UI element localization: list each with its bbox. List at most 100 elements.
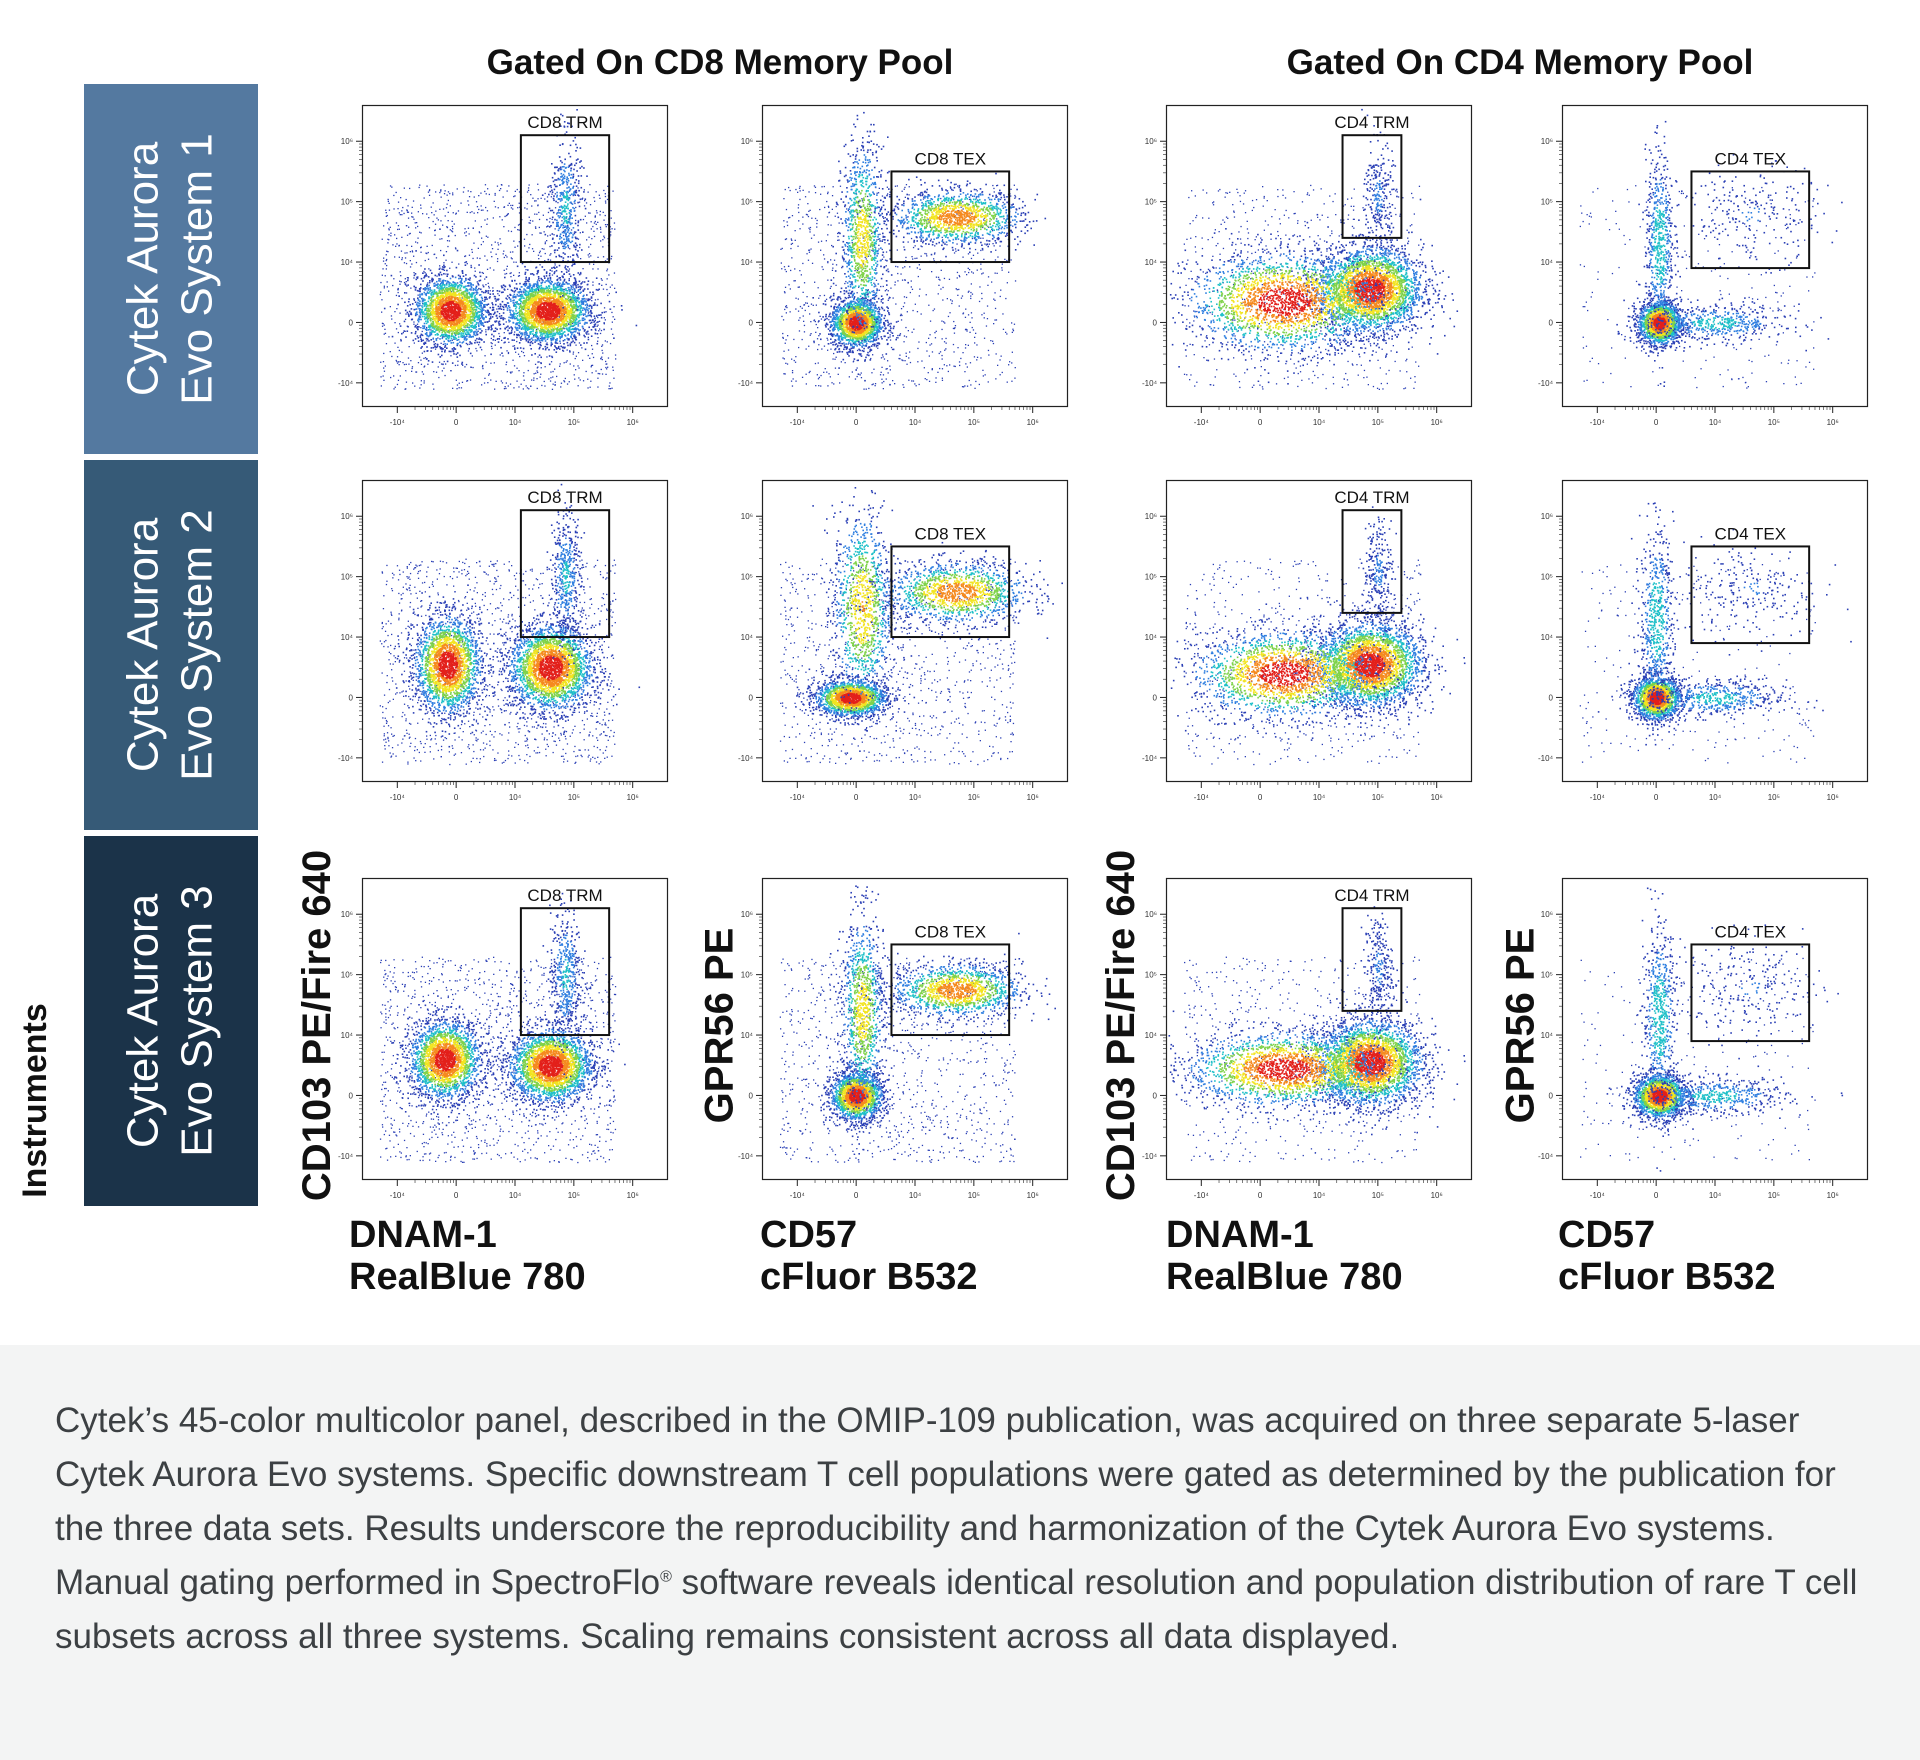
y-tick-label: 10⁶ (741, 137, 753, 146)
x-tick-label: -10⁴ (390, 793, 406, 802)
y-tick-label: 10⁵ (741, 573, 753, 582)
y-tick-label: 0 (1549, 1091, 1554, 1100)
gate-label: CD4 TEX (1715, 149, 1787, 168)
y-tick-label: -10⁴ (738, 1152, 754, 1161)
x-tick-label: 10⁴ (1313, 1191, 1326, 1200)
row-band-system-1: Cytek Aurora Evo System 1 (84, 84, 258, 454)
y-tick-label: 0 (749, 1091, 754, 1100)
y-tick-label: -10⁴ (738, 754, 754, 763)
event-points (380, 484, 640, 765)
x-tick-label: 10⁶ (1431, 418, 1443, 427)
x-tick-label: 10⁵ (1372, 1191, 1384, 1200)
x-tick-label: -10⁴ (790, 793, 806, 802)
y-tick-label: -10⁴ (338, 379, 354, 388)
x-tick-label: 10⁵ (1372, 793, 1384, 802)
y-tick-label: 0 (1153, 1091, 1158, 1100)
event-points (1171, 506, 1466, 765)
x-tick-label: 10⁴ (509, 1191, 522, 1200)
instruments-label: Instruments (0, 960, 70, 1240)
x-tick-label: 0 (454, 1191, 459, 1200)
event-points (1580, 888, 1843, 1172)
x-tick-label: 10⁴ (909, 418, 922, 427)
x-tick-label: 0 (1258, 1191, 1263, 1200)
x-tick-label: -10⁴ (1590, 1191, 1606, 1200)
x-tick-label: 0 (854, 793, 859, 802)
x-tick-label: 10⁶ (627, 418, 639, 427)
x-tick-label: -10⁴ (1194, 418, 1210, 427)
x-tick-label: 10⁵ (568, 793, 580, 802)
x-tick-label: 10⁵ (1768, 418, 1780, 427)
x-tick-label: 10⁵ (968, 418, 980, 427)
plot-frame (363, 481, 668, 782)
gate-label: CD4 TRM (1334, 886, 1409, 905)
row-band-label: Cytek Aurora Evo System 3 (117, 885, 225, 1156)
row-band-label: Cytek Aurora Evo System 1 (117, 133, 225, 404)
y-tick-label: 0 (1549, 693, 1554, 702)
y-tick-label: 10⁵ (1541, 971, 1553, 980)
row-band-system-3: Cytek Aurora Evo System 3 (84, 836, 258, 1206)
gate-label: CD8 TRM (527, 886, 602, 905)
y-tick-label: 10⁵ (1145, 573, 1157, 582)
x-tick-label: 10⁶ (1431, 1191, 1443, 1200)
registered-mark: ® (660, 1568, 672, 1585)
y-tick-label: -10⁴ (338, 1152, 354, 1161)
x-tick-label: 10⁴ (1313, 418, 1326, 427)
x-tick-label: 0 (1258, 418, 1263, 427)
y-tick-label: 10⁴ (1145, 633, 1158, 642)
x-tick-label: -10⁴ (790, 1191, 806, 1200)
y-tick-label: 10⁴ (341, 1031, 354, 1040)
x-tick-label: 10⁶ (1827, 1191, 1839, 1200)
x-tick-label: 10⁶ (1027, 1191, 1039, 1200)
y-tick-label: 0 (349, 318, 354, 327)
x-tick-label: 10⁵ (568, 1191, 580, 1200)
y-tick-label: 10⁶ (741, 910, 753, 919)
y-tick-label: 10⁶ (341, 137, 353, 146)
y-tick-label: 10⁵ (741, 198, 753, 207)
x-tick-label: 10⁴ (1709, 1191, 1722, 1200)
event-points (1580, 121, 1843, 389)
x-tick-label: -10⁴ (1590, 418, 1606, 427)
y-tick-label: 10⁶ (1541, 512, 1553, 521)
x-axis-label-cd57: CD57 cFluor B532 (1558, 1214, 1776, 1298)
x-tick-label: -10⁴ (1590, 793, 1606, 802)
y-tick-label: 10⁴ (341, 633, 354, 642)
x-tick-label: -10⁴ (390, 1191, 406, 1200)
x-tick-label: 0 (854, 1191, 859, 1200)
y-tick-label: 10⁵ (341, 198, 353, 207)
y-tick-label: 0 (349, 1091, 354, 1100)
y-tick-label: 10⁵ (741, 971, 753, 980)
x-tick-label: 10⁴ (1313, 793, 1326, 802)
x-tick-label: 0 (1654, 418, 1659, 427)
gate-label: CD4 TEX (1715, 524, 1787, 543)
y-tick-label: 0 (349, 693, 354, 702)
y-tick-label: 0 (1153, 318, 1158, 327)
x-tick-label: 10⁴ (509, 418, 522, 427)
gate-label: CD4 TRM (1334, 488, 1409, 507)
x-tick-label: 10⁴ (1709, 793, 1722, 802)
gate-label: CD8 TRM (527, 488, 602, 507)
x-tick-label: -10⁴ (1194, 1191, 1210, 1200)
gate-label: CD8 TEX (915, 524, 987, 543)
y-tick-label: 0 (749, 693, 754, 702)
gate-box (1691, 944, 1809, 1041)
gate-label: CD4 TEX (1715, 922, 1787, 941)
x-tick-label: 10⁴ (909, 793, 922, 802)
y-tick-label: 10⁶ (1541, 137, 1553, 146)
x-tick-label: 10⁵ (1372, 418, 1384, 427)
caption-text: Cytek’s 45-color multicolor panel, descr… (55, 1394, 1875, 1664)
y-tick-label: -10⁴ (1142, 1152, 1158, 1161)
y-tick-label: -10⁴ (338, 754, 354, 763)
y-tick-label: 10⁵ (1541, 198, 1553, 207)
y-tick-label: 10⁴ (1541, 258, 1554, 267)
event-points (380, 893, 626, 1163)
y-tick-label: 10⁴ (1145, 1031, 1158, 1040)
